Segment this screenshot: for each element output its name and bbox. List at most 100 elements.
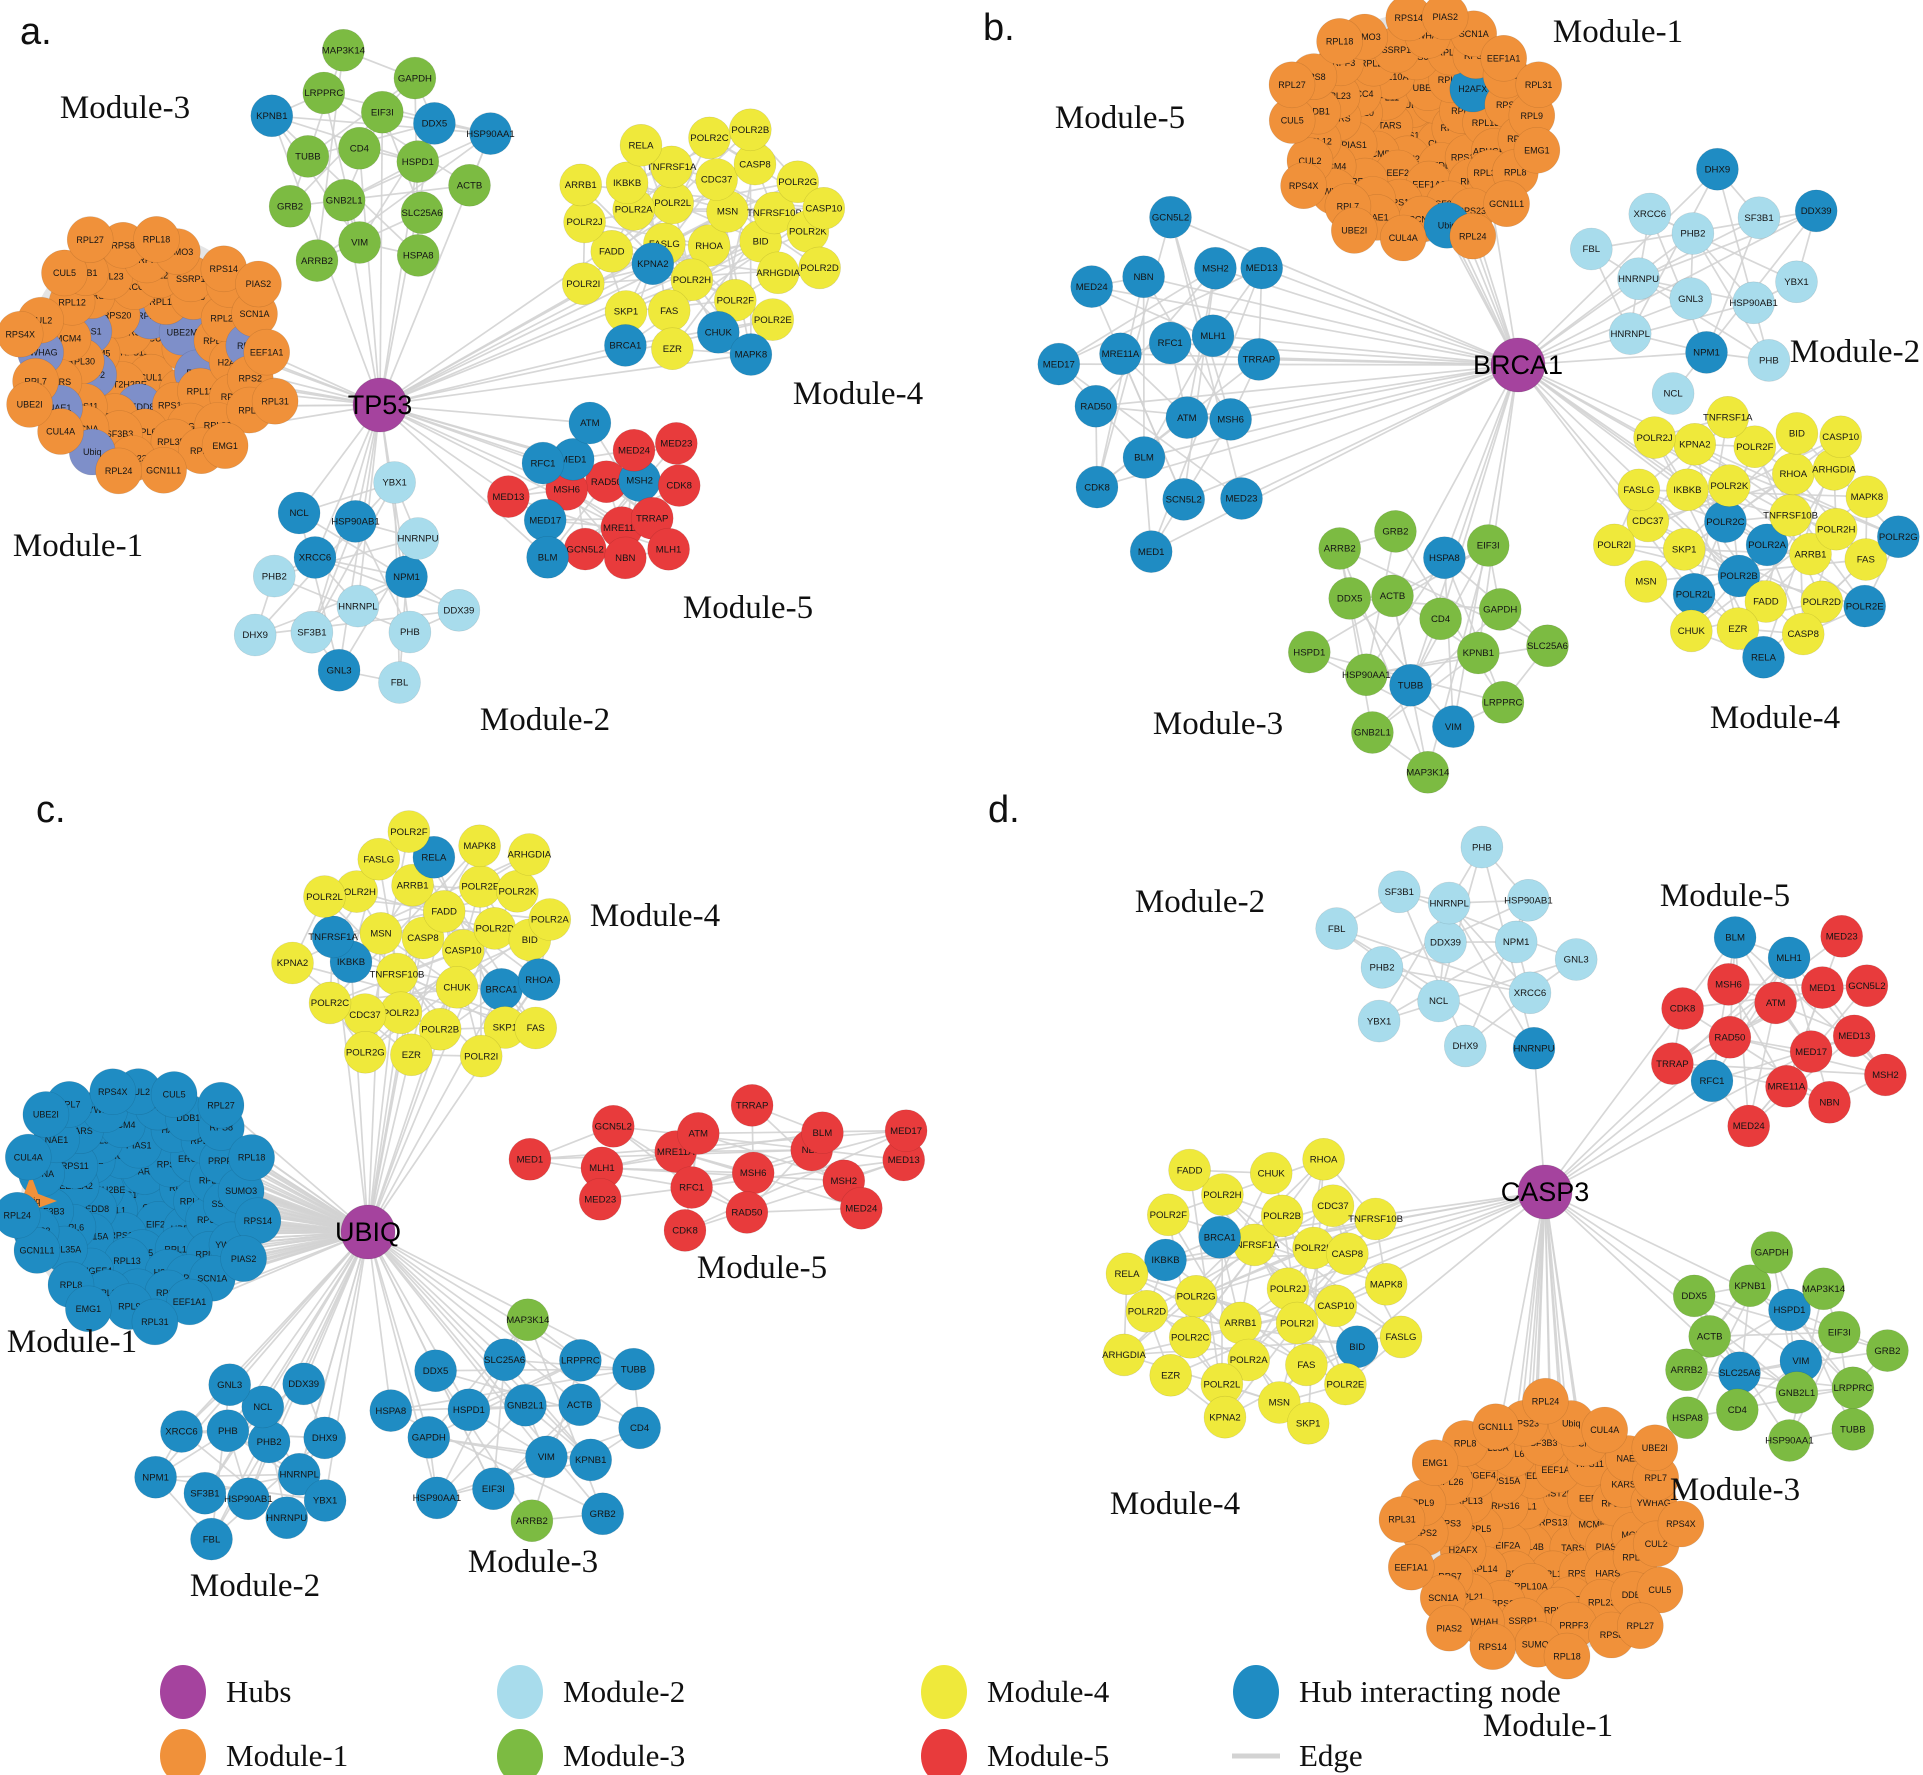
node-PHB[interactable]: PHB xyxy=(1747,339,1791,382)
node-MSN[interactable]: MSN xyxy=(1624,560,1668,603)
node-ACTB[interactable]: ACTB xyxy=(448,164,491,207)
node-DDX5[interactable]: DDX5 xyxy=(1328,577,1371,620)
node-MED1[interactable]: MED1 xyxy=(508,1138,552,1181)
node-IKBKB[interactable]: IKBKB xyxy=(1144,1238,1187,1282)
node-CUL4A[interactable]: CUL4A xyxy=(4,1133,52,1181)
node-EMG1[interactable]: EMG1 xyxy=(1411,1439,1459,1486)
node-NCL[interactable]: NCL xyxy=(277,491,321,535)
node-DDX5[interactable]: DDX5 xyxy=(1672,1274,1716,1318)
node-RHOA[interactable]: RHOA xyxy=(517,958,561,1001)
node-GCN5L2[interactable]: GCN5L2 xyxy=(563,527,607,571)
node-SLC25A6[interactable]: SLC25A6 xyxy=(1718,1351,1761,1394)
node-NBN[interactable]: NBN xyxy=(1122,255,1165,299)
node-NBN[interactable]: NBN xyxy=(603,536,647,580)
node-PHB[interactable]: PHB xyxy=(1460,825,1504,869)
node-CD4[interactable]: CD4 xyxy=(338,127,381,170)
node-GCN1L1[interactable]: GCN1L1 xyxy=(1483,180,1530,227)
node-HSPA8[interactable]: HSPA8 xyxy=(369,1389,413,1432)
node-CASP8[interactable]: CASP8 xyxy=(1326,1232,1369,1275)
node-RPL24[interactable]: RPL24 xyxy=(95,447,142,495)
node-MED24[interactable]: MED24 xyxy=(1070,265,1113,308)
node-GCN1L1[interactable]: GCN1L1 xyxy=(1472,1403,1519,1451)
node-POLR2E[interactable]: POLR2E xyxy=(1843,584,1886,628)
node-EZR[interactable]: EZR xyxy=(390,1033,433,1077)
node-MED17[interactable]: MED17 xyxy=(523,498,567,542)
node-MED13[interactable]: MED13 xyxy=(1832,1014,1876,1058)
node-MED24[interactable]: MED24 xyxy=(1727,1104,1770,1148)
node-BLM[interactable]: BLM xyxy=(1122,436,1166,479)
node-RPS4X[interactable]: RPS4X xyxy=(1280,162,1327,209)
node-ATM[interactable]: ATM xyxy=(676,1112,720,1155)
node-LRPPRC[interactable]: LRPPRC xyxy=(559,1339,602,1382)
node-FBL[interactable]: FBL xyxy=(378,661,421,704)
node-CUL5[interactable]: CUL5 xyxy=(150,1071,198,1118)
hub-node-CASP3[interactable]: CASP3 xyxy=(1501,1164,1590,1220)
node-MED1[interactable]: MED1 xyxy=(1801,966,1844,1009)
node-DDX5[interactable]: DDX5 xyxy=(414,1349,457,1392)
node-PHB2[interactable]: PHB2 xyxy=(1360,946,1404,989)
node-RPL18[interactable]: RPL18 xyxy=(1316,18,1363,65)
node-RPL24[interactable]: RPL24 xyxy=(1449,212,1497,260)
node-MRE11A[interactable]: MRE11A xyxy=(1099,332,1142,376)
node-POLR2I[interactable]: POLR2I xyxy=(1593,523,1636,567)
node-MAP3K14[interactable]: MAP3K14 xyxy=(1406,750,1450,794)
node-CUL4A[interactable]: CUL4A xyxy=(1379,214,1427,262)
node-HSP90AB1[interactable]: HSP90AB1 xyxy=(224,1477,273,1521)
node-TRRAP[interactable]: TRRAP xyxy=(1237,338,1281,381)
node-PIAS2[interactable]: PIAS2 xyxy=(220,1235,267,1282)
node-BID[interactable]: BID xyxy=(1335,1325,1379,1368)
node-CDC37[interactable]: CDC37 xyxy=(1311,1184,1355,1227)
node-MSH6[interactable]: MSH6 xyxy=(731,1151,775,1195)
node-TUBB[interactable]: TUBB xyxy=(286,135,330,178)
node-HSPA8[interactable]: HSPA8 xyxy=(1666,1396,1709,1440)
node-POLR2F[interactable]: POLR2F xyxy=(387,810,431,853)
node-UBE2I[interactable]: UBE2I xyxy=(1631,1424,1679,1472)
node-KPNA2[interactable]: KPNA2 xyxy=(1673,422,1717,466)
node-ARRB2[interactable]: ARRB2 xyxy=(1665,1348,1708,1392)
node-GCN5L2[interactable]: GCN5L2 xyxy=(591,1105,635,1148)
node-POLR2B[interactable]: POLR2B xyxy=(1260,1194,1304,1238)
node-BRCA1[interactable]: BRCA1 xyxy=(480,968,523,1011)
node-XRCC6[interactable]: XRCC6 xyxy=(293,536,337,579)
node-GAPDH[interactable]: GAPDH xyxy=(1478,588,1522,631)
node-GNB2L1[interactable]: GNB2L1 xyxy=(1351,711,1394,754)
node-CDK8[interactable]: CDK8 xyxy=(1661,987,1704,1030)
node-RAD50[interactable]: RAD50 xyxy=(1708,1016,1752,1059)
node-POLR2E[interactable]: POLR2E xyxy=(1324,1362,1367,1406)
node-PHB2[interactable]: PHB2 xyxy=(1671,212,1715,255)
node-PHB[interactable]: PHB xyxy=(388,610,432,654)
node-HNRNPL[interactable]: HNRNPL xyxy=(1608,312,1652,355)
node-POLR2J[interactable]: POLR2J xyxy=(1633,416,1676,459)
node-RFC1[interactable]: RFC1 xyxy=(1690,1059,1734,1103)
node-ATM[interactable]: ATM xyxy=(1165,396,1209,439)
node-POLR2G[interactable]: POLR2G xyxy=(343,1031,387,1074)
node-RELA[interactable]: RELA xyxy=(1105,1252,1149,1296)
node-TRRAP[interactable]: TRRAP xyxy=(730,1084,774,1127)
node-MED24[interactable]: MED24 xyxy=(839,1186,883,1230)
node-SKP1[interactable]: SKP1 xyxy=(1286,1402,1330,1445)
node-CASP8[interactable]: CASP8 xyxy=(1781,612,1825,656)
node-EIF3I[interactable]: EIF3I xyxy=(1818,1310,1861,1354)
node-BID[interactable]: BID xyxy=(1775,412,1819,455)
node-KPNA2[interactable]: KPNA2 xyxy=(631,242,675,286)
node-MLH1[interactable]: MLH1 xyxy=(647,527,690,571)
node-ARRB1[interactable]: ARRB1 xyxy=(1219,1301,1262,1345)
node-ARRB2[interactable]: ARRB2 xyxy=(1318,527,1361,570)
node-POLR2D[interactable]: POLR2D xyxy=(798,246,841,290)
node-RAD50[interactable]: RAD50 xyxy=(725,1191,769,1234)
node-SF3B1[interactable]: SF3B1 xyxy=(183,1471,227,1515)
node-MED17[interactable]: MED17 xyxy=(884,1109,928,1152)
node-MAP3K14[interactable]: MAP3K14 xyxy=(1802,1267,1846,1311)
node-GAPDH[interactable]: GAPDH xyxy=(393,56,437,100)
node-ARHGDIA[interactable]: ARHGDIA xyxy=(507,833,552,876)
node-DDX39[interactable]: DDX39 xyxy=(282,1362,326,1406)
node-POLR2C[interactable]: POLR2C xyxy=(1704,500,1747,543)
node-MED13[interactable]: MED13 xyxy=(487,475,530,518)
node-TUBB[interactable]: TUBB xyxy=(612,1347,655,1391)
node-YBX1[interactable]: YBX1 xyxy=(303,1479,347,1522)
node-DDX39[interactable]: DDX39 xyxy=(1424,920,1467,964)
node-MED23[interactable]: MED23 xyxy=(654,422,698,465)
node-FADD[interactable]: FADD xyxy=(1168,1148,1211,1192)
node-MED23[interactable]: MED23 xyxy=(578,1178,622,1221)
node-MLH1[interactable]: MLH1 xyxy=(1767,936,1811,980)
